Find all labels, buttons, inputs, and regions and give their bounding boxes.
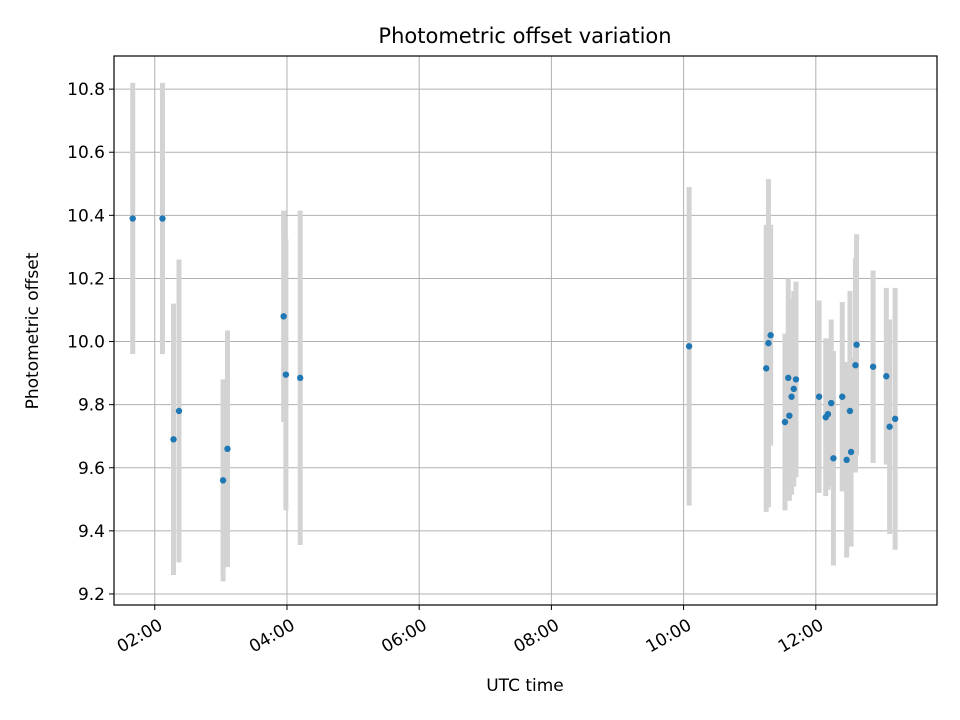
data-point xyxy=(282,371,290,378)
data-point xyxy=(828,399,835,407)
y-tick-label: 10.2 xyxy=(67,269,105,289)
x-axis-label: UTC time xyxy=(486,676,564,696)
data-point xyxy=(847,448,855,456)
data-point xyxy=(786,412,793,419)
plot-frame xyxy=(113,55,938,606)
grid-layer xyxy=(114,56,937,605)
y-tick-label: 10.4 xyxy=(67,206,105,226)
data-point xyxy=(843,456,850,464)
data-point xyxy=(767,332,774,339)
data-point xyxy=(159,215,166,222)
y-tick-label: 9.6 xyxy=(78,459,105,479)
data-point xyxy=(891,415,899,423)
data-point xyxy=(883,373,890,380)
data-point xyxy=(129,215,136,222)
data-point xyxy=(792,376,800,383)
data-point xyxy=(781,418,789,426)
data-point xyxy=(869,363,877,370)
data-point xyxy=(224,445,231,453)
data-point xyxy=(763,365,770,372)
data-point xyxy=(785,374,792,382)
y-tick-label: 9.4 xyxy=(78,522,105,542)
data-point xyxy=(886,423,893,430)
data-point xyxy=(853,341,860,348)
data-point xyxy=(170,436,177,443)
data-point xyxy=(788,393,795,400)
data-point xyxy=(790,385,797,393)
data-point xyxy=(175,407,183,415)
data-point xyxy=(219,477,227,484)
y-tick-label: 10.8 xyxy=(67,80,105,100)
data-point xyxy=(852,362,859,369)
data-point xyxy=(846,407,854,415)
y-axis-label: Photometric offset xyxy=(23,252,43,409)
data-point xyxy=(815,393,823,400)
data-point xyxy=(824,410,832,418)
data-point xyxy=(685,343,693,350)
y-tick-label: 9.2 xyxy=(78,585,105,605)
data-point xyxy=(280,313,287,320)
y-tick-label: 10.6 xyxy=(67,143,105,163)
data-point xyxy=(296,374,304,382)
chart-title: Photometric offset variation xyxy=(378,24,671,48)
data-point xyxy=(839,393,846,400)
y-tick-label: 9.8 xyxy=(78,396,105,416)
point-layer xyxy=(129,215,899,484)
data-point xyxy=(830,455,837,462)
data-point xyxy=(765,339,772,347)
y-tick-label: 10.0 xyxy=(67,333,105,353)
